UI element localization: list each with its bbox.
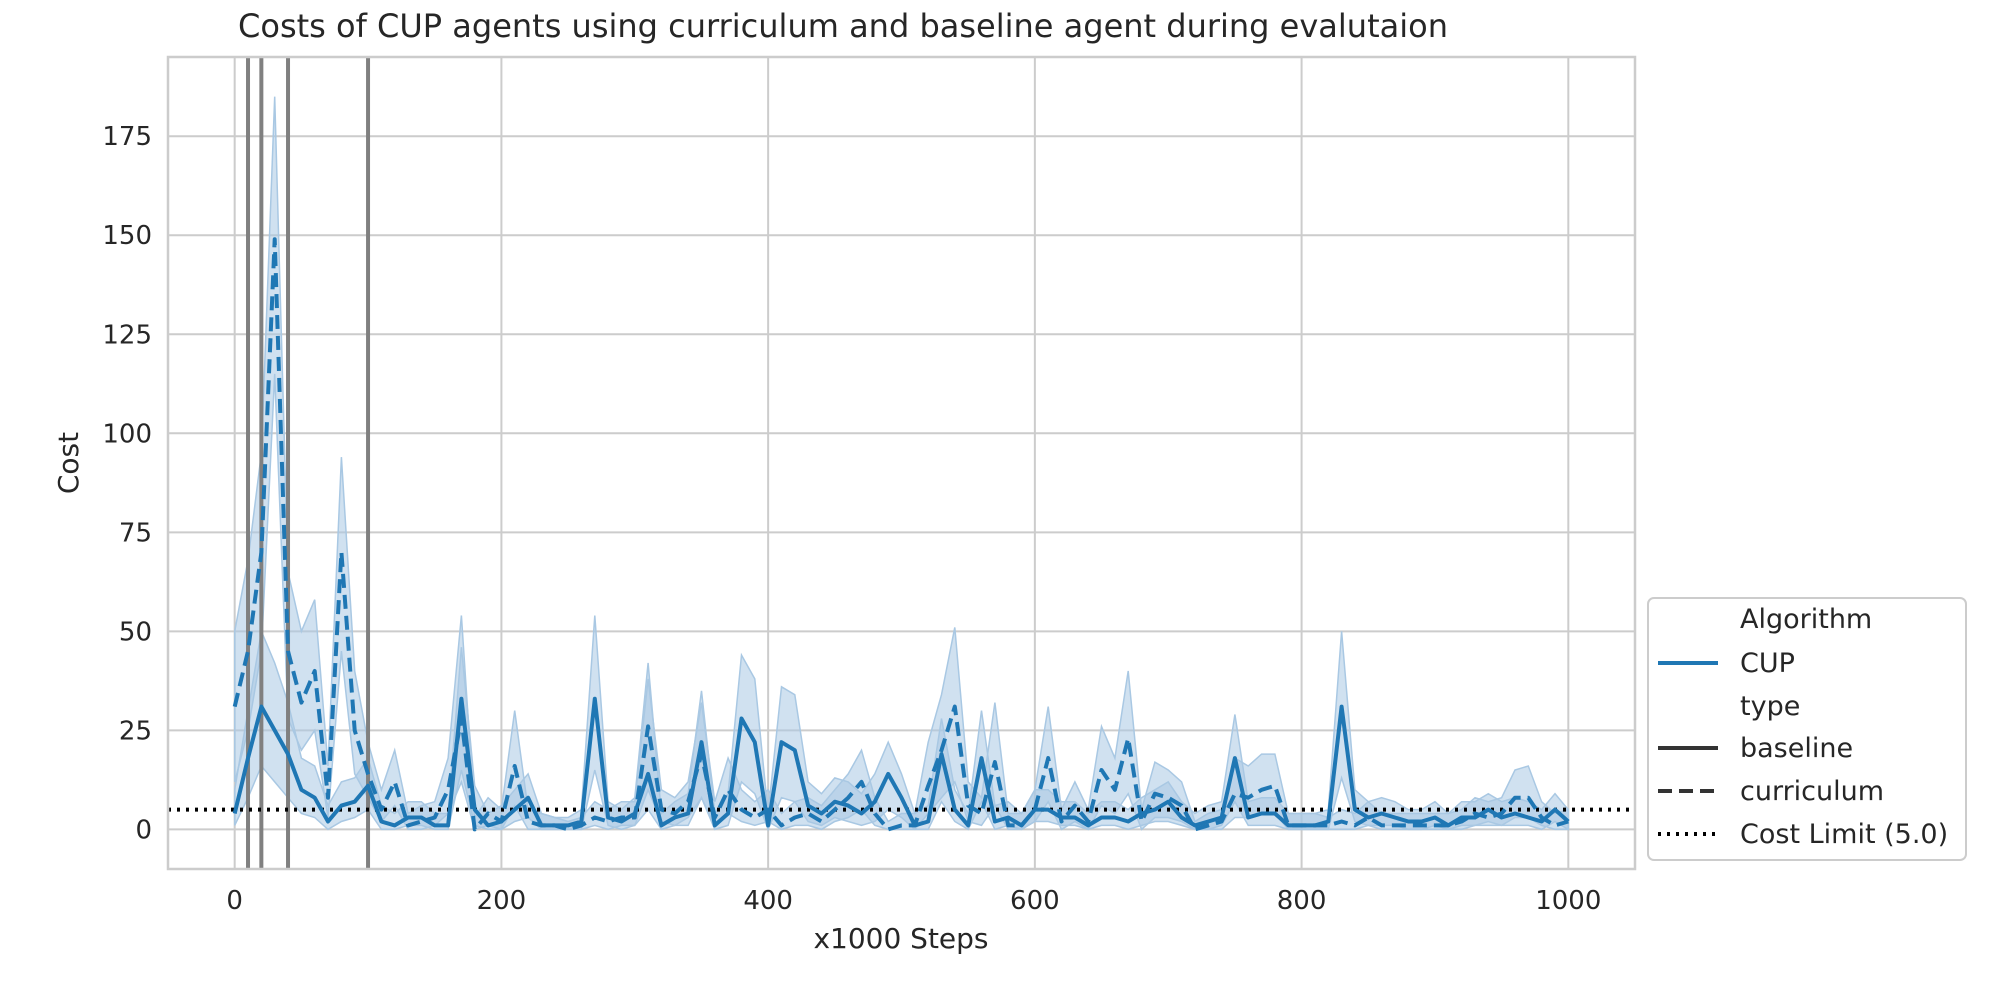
grid-lines [168, 57, 1635, 869]
chart-title: Costs of CUP agents using curriculum and… [238, 7, 1448, 45]
y-tick-label: 75 [119, 518, 152, 548]
x-tick-label: 1000 [1535, 886, 1601, 916]
y-tick-label: 0 [135, 815, 152, 845]
x-tick-label: 200 [477, 886, 527, 916]
x-tick-label: 0 [226, 886, 243, 916]
legend-type-header: type [1740, 691, 1800, 722]
y-tick-label: 175 [102, 122, 152, 152]
legend-curriculum-label: curriculum [1740, 776, 1884, 807]
y-axis-label: Cost [52, 432, 85, 494]
legend-baseline-label: baseline [1740, 733, 1853, 764]
y-tick-label: 50 [119, 617, 152, 647]
plot-area [166, 55, 1637, 871]
plot-background [168, 57, 1635, 869]
legend: Algorithm CUP type baseline curriculum C… [1647, 597, 1967, 861]
y-tick-label: 150 [102, 221, 152, 251]
x-tick-label: 600 [1010, 886, 1060, 916]
plot-frame [166, 55, 1637, 871]
legend-algorithm-header: Algorithm [1740, 604, 1872, 635]
curriculum-series-line [232, 237, 1569, 832]
y-tick-label: 100 [102, 419, 152, 449]
legend-cup-label: CUP [1740, 648, 1795, 679]
y-tick-label: 25 [119, 716, 152, 746]
x-tick-label: 400 [743, 886, 793, 916]
legend-limit-label: Cost Limit (5.0) [1740, 819, 1948, 850]
y-tick-label: 125 [102, 320, 152, 350]
curriculum-stage-lines [246, 57, 371, 869]
legend-box [1647, 597, 1967, 861]
x-tick-label: 800 [1277, 886, 1327, 916]
x-axis-ticks: 0 200 400 600 800 1000 [226, 886, 1601, 916]
y-axis-ticks: 0 25 50 75 100 125 150 175 [102, 122, 152, 845]
series-lines [232, 237, 1570, 832]
x-axis-label: x1000 Steps [813, 922, 988, 955]
